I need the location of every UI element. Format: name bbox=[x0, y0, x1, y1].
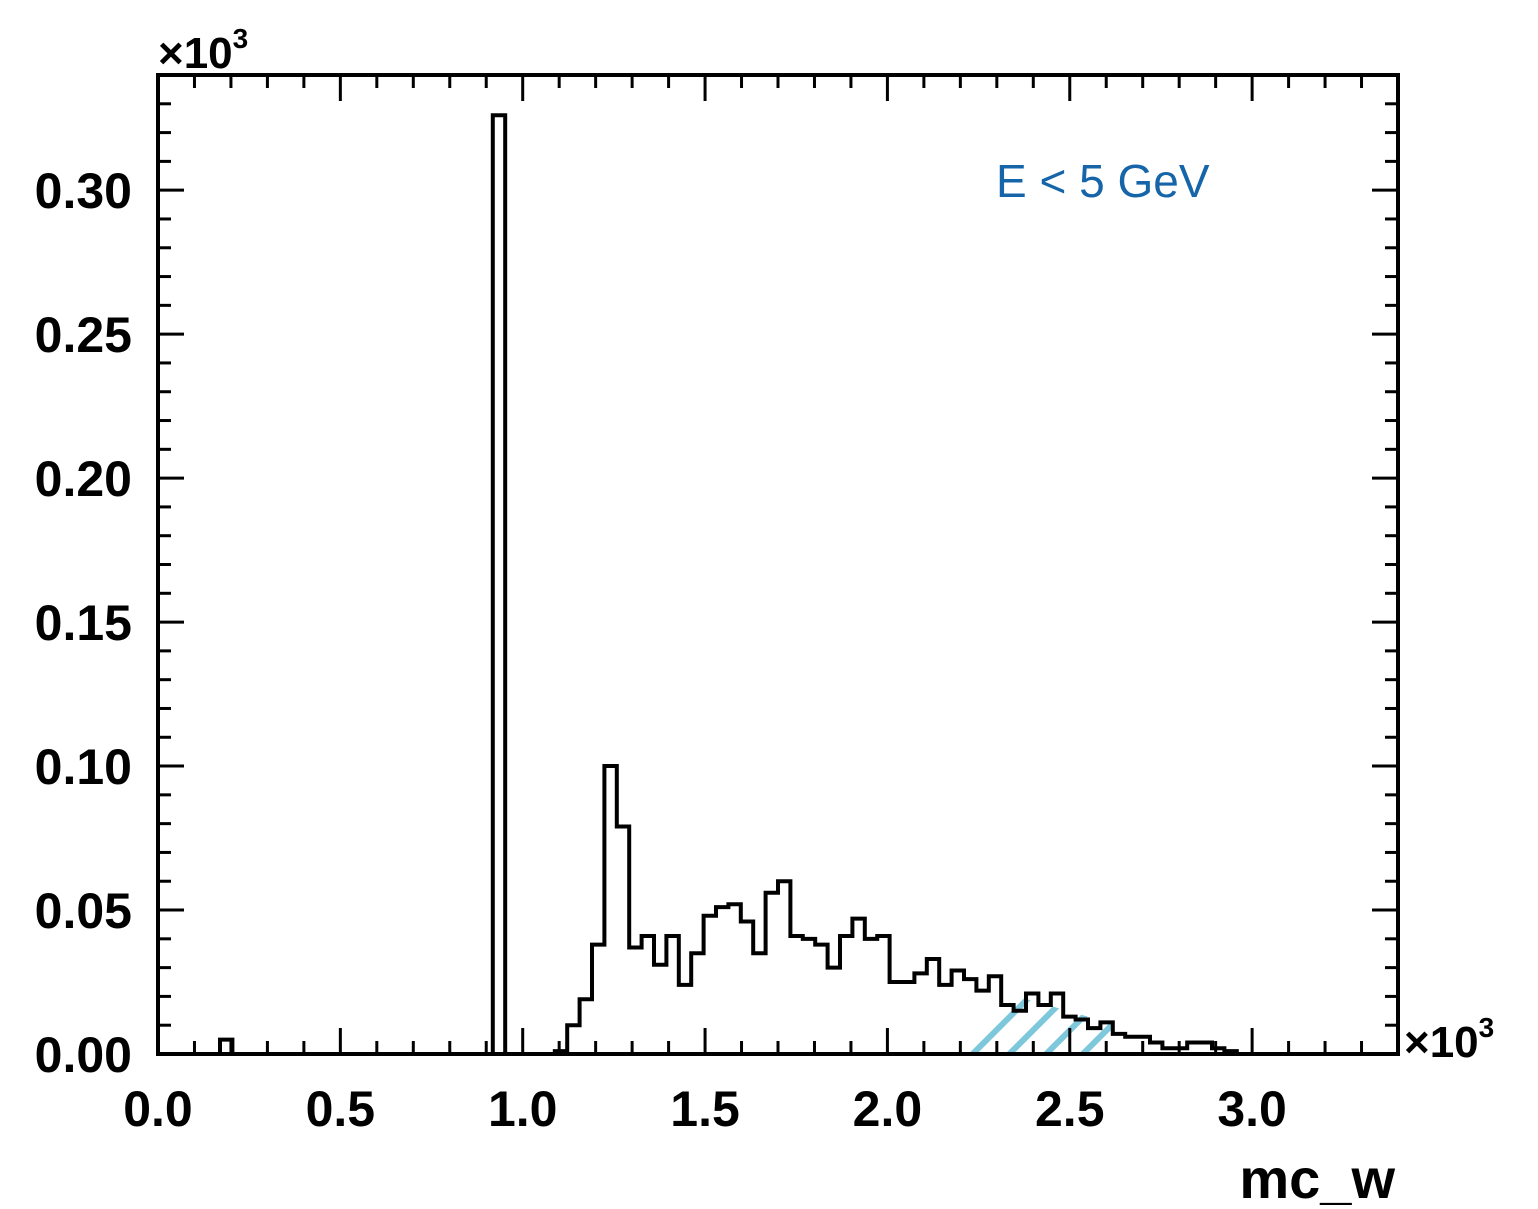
histogram-bin bbox=[654, 965, 666, 1054]
histogram-bin bbox=[1001, 1005, 1013, 1054]
y-multiplier-base: ×10 bbox=[158, 29, 233, 78]
energy-cut-annotation: E < 5 GeV bbox=[996, 155, 1210, 207]
histogram-bin bbox=[617, 827, 629, 1054]
y-tick-label: 0.30 bbox=[35, 163, 132, 219]
histogram-bin bbox=[976, 991, 988, 1054]
histogram-bin bbox=[803, 939, 815, 1054]
histogram-bin bbox=[840, 936, 852, 1054]
histogram-bin bbox=[493, 115, 505, 1054]
y-tick-label: 0.20 bbox=[35, 451, 132, 507]
histogram-bin bbox=[766, 893, 778, 1054]
histogram-bin bbox=[964, 979, 976, 1054]
y-multiplier-exp: 3 bbox=[233, 23, 249, 54]
histogram-bin bbox=[716, 907, 728, 1054]
histogram-bin bbox=[902, 982, 914, 1054]
histogram-bin bbox=[666, 936, 678, 1054]
histogram-bin bbox=[815, 945, 827, 1054]
x-tick-label: 2.5 bbox=[1035, 1081, 1105, 1137]
y-tick-label: 0.15 bbox=[35, 595, 132, 651]
y-tick-label: 0.10 bbox=[35, 739, 132, 795]
histogram-series bbox=[158, 113, 1398, 1054]
histogram-bin bbox=[629, 947, 641, 1054]
histogram-bin bbox=[1051, 994, 1063, 1054]
histogram-bin bbox=[642, 936, 654, 1054]
histogram-bin bbox=[604, 766, 616, 1054]
x-multiplier: ×103 bbox=[1404, 1012, 1494, 1067]
histogram-bin bbox=[778, 881, 790, 1054]
x-tick-label: 0.5 bbox=[306, 1081, 376, 1137]
histogram-bin bbox=[1038, 1005, 1050, 1054]
histogram-bin bbox=[1113, 1034, 1125, 1054]
histogram-bin bbox=[939, 985, 951, 1054]
histogram-bin bbox=[790, 936, 802, 1054]
histogram-step-line bbox=[158, 113, 1398, 1054]
histogram-bin bbox=[1125, 1037, 1137, 1054]
x-tick-labels: 0.0 0.5 1.0 1.5 2.0 2.5 3.0 bbox=[123, 1081, 1287, 1137]
histogram-bin bbox=[1088, 1028, 1100, 1054]
histogram-bin bbox=[927, 959, 939, 1054]
histogram-bin bbox=[741, 922, 753, 1054]
x-tick-label: 3.0 bbox=[1217, 1081, 1287, 1137]
histogram-bin bbox=[1076, 1019, 1088, 1054]
x-axis-title: mc_w bbox=[1239, 1147, 1395, 1209]
histogram-bin bbox=[989, 976, 1001, 1054]
histogram-bin bbox=[952, 970, 964, 1054]
histogram-bin bbox=[828, 968, 840, 1054]
histogram-bin bbox=[753, 953, 765, 1054]
plot-frame bbox=[156, 73, 1400, 1056]
y-multiplier: ×103 bbox=[158, 23, 248, 78]
histogram-bin bbox=[691, 953, 703, 1054]
histogram-bin bbox=[1014, 1011, 1026, 1054]
y-tick-label: 0.00 bbox=[35, 1027, 132, 1083]
x-tick-label: 1.0 bbox=[488, 1081, 558, 1137]
x-tick-label: 2.0 bbox=[853, 1081, 923, 1137]
histogram-bin bbox=[852, 919, 864, 1054]
y-tick-labels: 0.00 0.05 0.10 0.15 0.20 0.25 0.30 bbox=[35, 163, 132, 1083]
x-tick-label: 0.0 bbox=[123, 1081, 193, 1137]
x-multiplier-exp: 3 bbox=[1479, 1012, 1495, 1043]
x-tick-label: 1.5 bbox=[670, 1081, 740, 1137]
histogram-bin bbox=[592, 945, 604, 1054]
histogram-bin bbox=[679, 985, 691, 1054]
y-tick-label: 0.05 bbox=[35, 883, 132, 939]
axis-ticks bbox=[156, 73, 1400, 1056]
histogram-bin bbox=[580, 999, 592, 1054]
x-multiplier-base: ×10 bbox=[1404, 1018, 1479, 1067]
histogram-bin bbox=[865, 939, 877, 1054]
y-tick-label: 0.25 bbox=[35, 307, 132, 363]
histogram-bin bbox=[890, 982, 902, 1054]
histogram-bin bbox=[567, 1025, 579, 1054]
histogram-bin bbox=[728, 904, 740, 1054]
